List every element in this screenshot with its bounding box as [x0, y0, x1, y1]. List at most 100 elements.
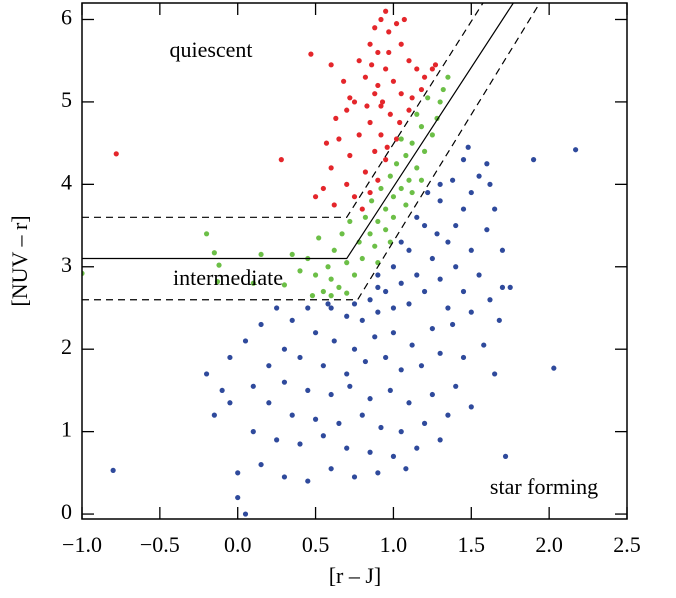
point [375, 177, 381, 183]
point [481, 342, 487, 348]
point [484, 161, 490, 167]
point [372, 243, 378, 249]
y-tick-label: 5 [61, 87, 72, 112]
point [347, 95, 353, 101]
point [468, 309, 474, 315]
point [460, 206, 467, 212]
point [328, 466, 334, 472]
point [351, 194, 358, 200]
point [487, 181, 493, 187]
point [429, 66, 435, 72]
point [289, 251, 295, 258]
point [406, 301, 412, 307]
point [278, 157, 284, 163]
point [425, 189, 431, 196]
point [266, 363, 272, 369]
point [499, 284, 506, 290]
point [398, 41, 404, 47]
point [375, 470, 381, 476]
point [406, 58, 412, 64]
y-axis-label: [NUV – r] [7, 215, 32, 306]
point [356, 132, 362, 138]
point [359, 317, 365, 323]
point [328, 293, 334, 299]
point [320, 288, 326, 295]
point [445, 239, 451, 245]
point [367, 119, 373, 126]
point [331, 202, 337, 208]
point [460, 288, 467, 295]
point [414, 272, 420, 278]
point [398, 91, 404, 97]
point [367, 231, 373, 237]
point [305, 387, 311, 394]
point [378, 424, 384, 431]
point [445, 305, 451, 311]
point [379, 99, 386, 105]
point [421, 222, 428, 229]
point [367, 189, 373, 196]
point [429, 132, 435, 138]
x-tick-label: 2.0 [535, 532, 563, 557]
point [344, 181, 350, 187]
point [344, 260, 350, 266]
annotation: intermediate [173, 265, 283, 290]
point [351, 346, 358, 352]
point [242, 511, 249, 517]
point [429, 255, 435, 262]
point [289, 412, 295, 418]
point [421, 148, 428, 154]
point [250, 429, 256, 435]
point [434, 231, 440, 237]
point [414, 66, 420, 72]
point [359, 255, 365, 262]
point [113, 151, 119, 157]
point [453, 383, 459, 389]
y-tick-label: 2 [61, 334, 72, 359]
point [320, 363, 326, 369]
point [281, 346, 288, 352]
point [351, 474, 358, 480]
point [383, 206, 389, 212]
point [372, 148, 378, 154]
point [432, 62, 439, 68]
point [316, 235, 322, 241]
point [297, 441, 303, 447]
point [331, 247, 337, 253]
point [450, 177, 456, 183]
point [383, 8, 389, 14]
point [375, 218, 381, 225]
point [429, 391, 435, 398]
boundary-line [82, 3, 514, 260]
point [398, 429, 404, 435]
point [502, 453, 509, 459]
point [344, 107, 350, 113]
point [450, 321, 456, 328]
point [362, 358, 368, 365]
point [383, 227, 389, 233]
point [227, 400, 233, 406]
point [397, 119, 403, 126]
point [418, 363, 425, 369]
point [468, 247, 474, 253]
point [339, 231, 345, 237]
point [266, 400, 272, 406]
point [250, 280, 256, 286]
point [418, 124, 425, 130]
point [364, 103, 370, 109]
point [499, 247, 506, 253]
point [336, 420, 342, 426]
point [421, 420, 428, 426]
point [211, 412, 217, 418]
point [414, 214, 420, 220]
point [437, 276, 443, 282]
point [312, 416, 319, 422]
point [235, 494, 241, 501]
point [487, 297, 493, 303]
y-tick-label: 4 [61, 169, 72, 194]
point [331, 338, 337, 344]
x-axis-label: [r – J] [329, 563, 382, 588]
point [384, 144, 390, 150]
point [393, 21, 400, 27]
